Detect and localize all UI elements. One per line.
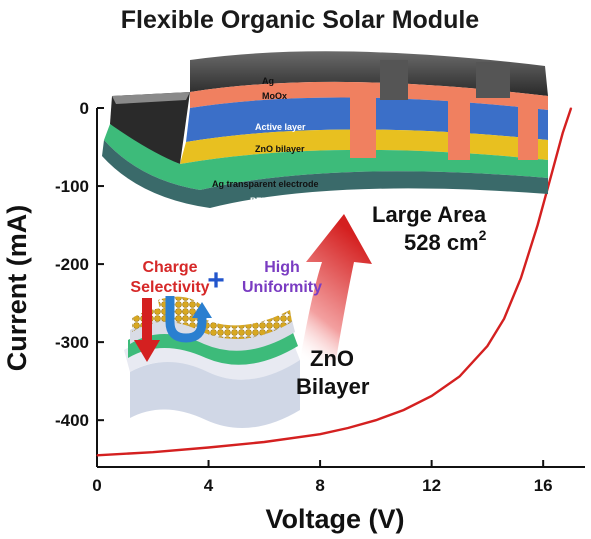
series-point [458,375,461,378]
series-point [375,419,377,421]
label-ag: Ag [262,76,274,86]
high-label-2: Uniformity [242,279,322,296]
small-substrate [130,360,300,428]
x-axis-ticks: 0 4 8 12 16 [92,460,553,495]
ag-block-1 [380,60,408,100]
x-tick-label: 0 [92,476,101,495]
series-point [152,451,154,453]
label-zno-bilayer: ZnO bilayer [255,144,305,154]
series-point [319,433,321,435]
zno-label-2: Bilayer [296,374,370,399]
label-active-layer: Active layer [255,122,306,132]
y-tick-label: -100 [55,177,89,196]
interconnect-2 [448,90,470,160]
left-ag-top [112,92,190,104]
chart-title: Flexible Organic Solar Module [121,6,480,34]
y-tick-label: 0 [80,99,89,118]
y-tick-label: -200 [55,255,89,274]
label-moox: MoOx [262,91,287,101]
x-tick-label: 8 [315,476,324,495]
large-area-value: 528 cm2 [404,227,487,255]
interconnect-3 [518,96,538,160]
high-label-1: High [264,259,300,276]
y-axis-label: Current (mA) [2,205,32,372]
series-point [263,441,265,443]
series-point [536,224,539,226]
x-tick-label: 12 [422,476,441,495]
series-point [431,395,433,397]
layer-pet [102,140,548,208]
series-point [520,277,522,279]
axes [96,108,585,468]
small-electrode-layer [128,330,298,365]
series-point [486,345,488,347]
series-point [562,132,564,134]
y-axis-ticks: 0 -100 -200 -300 -400 [55,99,104,430]
series-point [347,427,349,429]
zno-label-1: ZnO [310,346,354,371]
red-arrow-shaft [142,298,152,344]
series-point [207,446,210,449]
series-point [550,173,553,175]
zno-illustration [124,296,300,428]
x-tick-label: 16 [534,476,553,495]
series-point [96,454,98,456]
blue-arrow-head [192,302,212,318]
y-tick-label: -300 [55,333,89,352]
series-point [503,318,505,320]
charge-label-2: Selectivity [130,279,209,296]
left-ag-block [110,92,190,164]
module-illustration: Ag MoOx Active layer ZnO bilayer Ag tran… [102,51,548,208]
layer-ag-electrode [104,124,548,190]
big-arrow [300,214,372,360]
large-area-label: Large Area [372,202,487,227]
blue-uturn-arrow [165,296,207,343]
series-point [403,409,405,411]
plus-sign: + [207,264,225,297]
series-points [96,107,572,456]
series-point [570,107,572,109]
interconnect-1 [350,86,376,158]
label-ag-transparent-electrode: Ag transparent electrode [212,179,319,189]
red-arrow-head [134,340,160,362]
label-pet: PET [250,196,268,206]
x-axis-label: Voltage (V) [265,504,404,534]
ag-top-face [190,51,548,96]
charge-label-1: Charge [142,259,197,276]
ag-block-2 [476,62,510,98]
x-tick-label: 4 [204,476,214,495]
y-tick-label: -400 [55,411,89,430]
